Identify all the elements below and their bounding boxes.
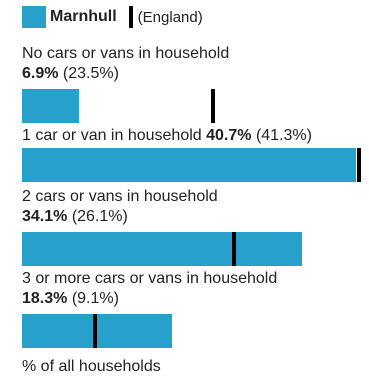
- value-label: 34.1%: [22, 208, 68, 225]
- comparison-value-label: (9.1%): [71, 290, 119, 307]
- bar-marnhull: [22, 148, 357, 182]
- category-name: 1 car or van in household: [22, 127, 202, 144]
- comparison-value-label: (23.5%): [62, 65, 119, 82]
- category-name: No cars or vans in household: [22, 45, 230, 62]
- category-label: 2 cars or vans in household 34.1% (26.1%): [22, 187, 218, 227]
- chart-legend: Marnhull (England): [22, 6, 203, 28]
- value-label: 40.7%: [206, 127, 252, 144]
- bar-marnhull: [22, 232, 302, 266]
- comparison-value-label: (26.1%): [71, 208, 128, 225]
- legend-label-england: (England): [137, 8, 203, 26]
- bar-marnhull: [22, 314, 173, 348]
- category-name: 3 or more cars or vans in household: [22, 270, 278, 287]
- legend-label-marnhull: Marnhull: [50, 8, 117, 25]
- marker-england: [92, 314, 97, 348]
- marker-england: [210, 89, 215, 123]
- legend-marker-england: [128, 6, 133, 28]
- x-axis-label: % of all households: [22, 358, 161, 375]
- bar-marnhull: [22, 89, 79, 123]
- category-label: 1 car or van in household 40.7% (41.3%): [22, 126, 312, 146]
- marker-england: [357, 148, 361, 182]
- category-name: 2 cars or vans in household: [22, 188, 218, 205]
- comparison-value-label: (41.3%): [255, 127, 312, 144]
- category-label: 3 or more cars or vans in household 18.3%…: [22, 269, 277, 309]
- marker-england: [232, 232, 237, 266]
- legend-swatch-marnhull: [22, 6, 46, 28]
- category-label: No cars or vans in household 6.9% (23.5%): [22, 44, 229, 84]
- value-label: 18.3%: [22, 290, 68, 307]
- value-label: 6.9%: [22, 65, 59, 82]
